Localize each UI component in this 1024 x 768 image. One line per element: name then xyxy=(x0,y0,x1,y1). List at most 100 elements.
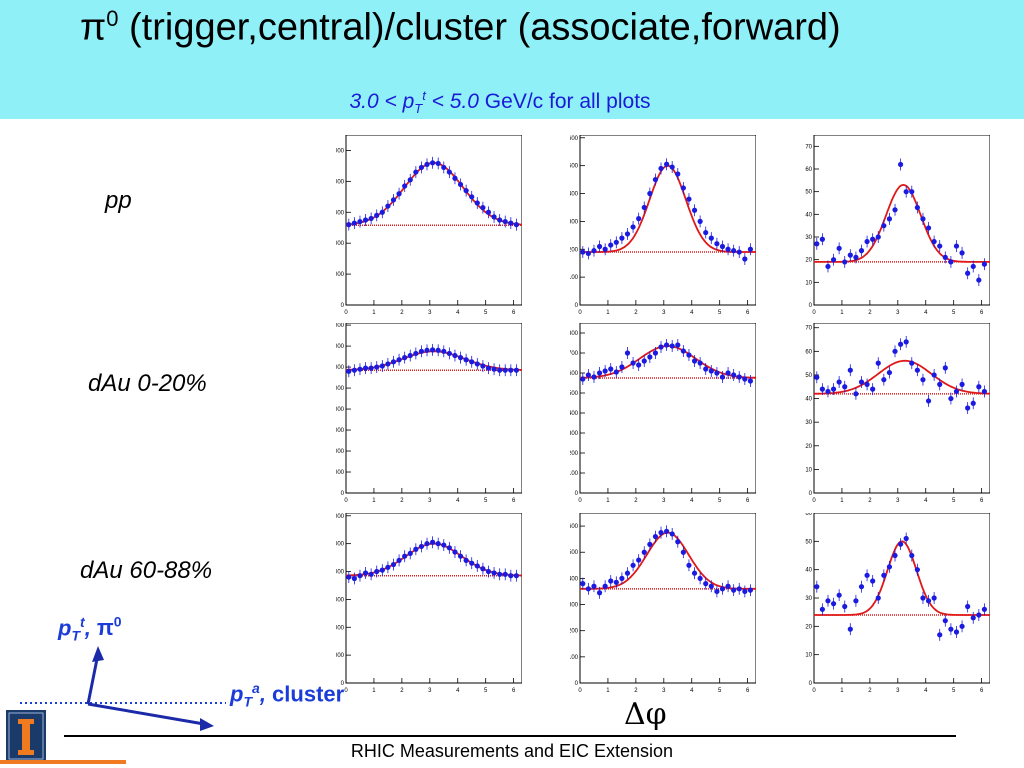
x-tick-label: 6 xyxy=(512,498,516,504)
x-tick-label: 5 xyxy=(952,310,956,316)
y-tick-label: 50 xyxy=(805,373,812,379)
data-point xyxy=(513,222,520,228)
data-point xyxy=(374,568,380,575)
x-tick-label: 4 xyxy=(924,310,928,316)
y-tick-label: 3000 xyxy=(336,210,345,216)
data-point xyxy=(390,197,397,203)
data-point xyxy=(463,357,469,363)
data-point xyxy=(402,355,408,361)
data-point xyxy=(691,570,698,576)
x-tick-label: 3 xyxy=(662,688,666,694)
x-tick-label: 5 xyxy=(484,310,488,316)
data-point xyxy=(842,259,848,265)
data-point xyxy=(513,573,520,579)
data-point xyxy=(596,590,603,596)
data-point xyxy=(485,209,492,215)
data-point xyxy=(485,365,492,371)
data-point xyxy=(402,183,408,189)
data-point xyxy=(747,378,754,384)
data-point xyxy=(858,379,865,385)
data-point xyxy=(502,218,508,225)
y-tick-label: 3000 xyxy=(336,428,345,434)
data-point xyxy=(630,224,636,230)
y-tick-label: 0 xyxy=(341,491,345,497)
data-point xyxy=(742,588,748,595)
row-label-pp: pp xyxy=(105,187,132,214)
y-tick-label: 700 xyxy=(570,351,579,357)
data-point xyxy=(892,552,898,559)
data-point xyxy=(898,541,904,547)
data-point xyxy=(374,212,380,218)
illinois-i-icon xyxy=(6,710,46,762)
x-tick-label: 1 xyxy=(840,310,844,316)
data-point xyxy=(819,386,825,392)
y-tick-label: 0 xyxy=(341,681,345,687)
data-point xyxy=(613,579,619,585)
data-point xyxy=(686,562,692,568)
x-tick-label: 0 xyxy=(344,310,348,316)
data-point xyxy=(452,175,458,181)
data-point xyxy=(819,606,825,612)
data-point xyxy=(580,249,586,255)
data-point xyxy=(836,245,842,251)
x-tick-label: 6 xyxy=(512,310,516,316)
data-point xyxy=(424,161,430,167)
y-tick-label: 4000 xyxy=(336,407,345,413)
data-point xyxy=(585,372,591,378)
plot-1-1: 0 1 2 3 4 5 6 0 1000 2000 3000 4000 5000 xyxy=(336,135,522,316)
data-point xyxy=(385,361,391,367)
data-point xyxy=(636,557,642,563)
x-tick-label: 4 xyxy=(924,688,928,694)
data-point xyxy=(937,381,943,387)
y-tick-label: 500 xyxy=(570,164,579,170)
y-tick-label: 5000 xyxy=(336,542,345,548)
x-tick-label: 2 xyxy=(400,688,404,694)
x-tick-label: 0 xyxy=(578,688,582,694)
data-point xyxy=(719,243,726,250)
data-point xyxy=(892,207,898,213)
x-tick-label: 2 xyxy=(634,310,638,316)
data-point xyxy=(463,188,469,194)
data-point xyxy=(480,205,486,211)
data-point xyxy=(390,359,397,365)
y-tick-label: 500 xyxy=(570,391,579,397)
data-point xyxy=(931,372,937,378)
data-point xyxy=(624,570,631,576)
data-point xyxy=(446,169,452,175)
plot-frame xyxy=(579,135,756,306)
data-point xyxy=(647,354,653,360)
data-point xyxy=(502,367,508,373)
plot-1-2: 0 1 2 3 4 5 6 0 100 200 300 400 500 600 xyxy=(570,135,756,316)
y-tick-label: 0 xyxy=(809,681,813,687)
x-tick-label: 4 xyxy=(690,310,694,316)
data-point xyxy=(608,366,614,372)
data-point xyxy=(886,369,893,376)
data-point xyxy=(981,388,988,395)
y-tick-label: 60 xyxy=(805,513,812,517)
x-tick-label: 5 xyxy=(484,498,488,504)
data-point xyxy=(942,618,948,624)
x-tick-label: 1 xyxy=(606,498,610,504)
page-subtitle: 3.0 < pTt < 5.0 GeV/c for all plots xyxy=(0,88,1000,116)
y-tick-label: 300 xyxy=(570,431,579,437)
data-point xyxy=(858,584,865,590)
y-tick-label: 100 xyxy=(570,471,579,477)
data-point xyxy=(942,254,948,260)
data-point xyxy=(909,552,915,559)
data-point xyxy=(875,595,881,601)
data-point xyxy=(714,370,720,376)
gaussian-fit-curve xyxy=(814,540,990,616)
data-point xyxy=(497,571,503,577)
y-tick-label: 0 xyxy=(575,681,579,687)
data-point xyxy=(669,531,675,537)
data-point xyxy=(959,381,965,387)
data-point xyxy=(435,347,441,353)
data-point xyxy=(413,350,419,357)
x-tick-label: 1 xyxy=(840,498,844,504)
data-point xyxy=(368,571,374,577)
data-point xyxy=(452,549,458,555)
data-point xyxy=(502,571,508,577)
x-tick-label: 6 xyxy=(980,688,984,694)
